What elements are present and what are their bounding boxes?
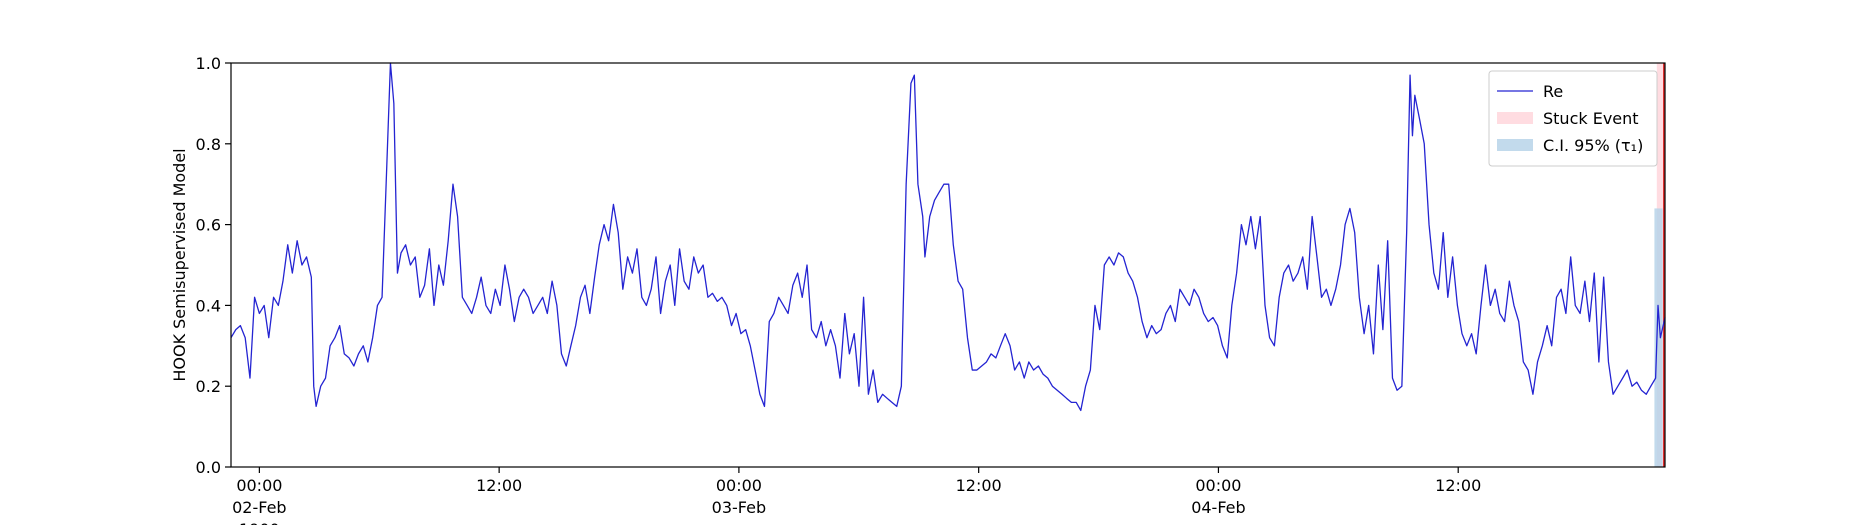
y-tick-label: 1.0 [196,54,221,73]
x-tick-label: 00:00 [236,476,282,495]
y-tick-label: 0.4 [196,296,221,315]
plot-frame [230,62,1666,468]
x-tick-label: 00:00 [1195,476,1241,495]
x-tick-label: 04-Feb [1191,498,1245,517]
legend-swatch [1497,112,1533,124]
y-tick-label: 0.2 [196,377,221,396]
x-tick-label: 03-Feb [712,498,766,517]
x-tick-label: 12:00 [1435,476,1481,495]
data-line [230,62,1666,412]
legend-label: Stuck Event [1543,109,1639,128]
x-tick-label: 12:00 [476,476,522,495]
y-tick-label: 0.0 [196,458,221,477]
shaded-span [1654,208,1663,467]
x-tick-label: 02-Feb [232,498,286,517]
x-tick-label: 00:00 [716,476,762,495]
y-tick-label: 0.6 [196,216,221,235]
legend-swatch [1497,139,1533,151]
legend: Re Stuck Event C.I. 95% (τ₁) [1488,70,1658,167]
y-axis-label: HOOK Semisupervised Model [170,148,189,381]
y-tick-label: 0.8 [196,135,221,154]
legend-label: Re [1543,82,1563,101]
legend-label: C.I. 95% (τ₁) [1543,136,1643,155]
x-tick-label: 12:00 [956,476,1002,495]
x-tick-label: 1900 [239,520,280,525]
